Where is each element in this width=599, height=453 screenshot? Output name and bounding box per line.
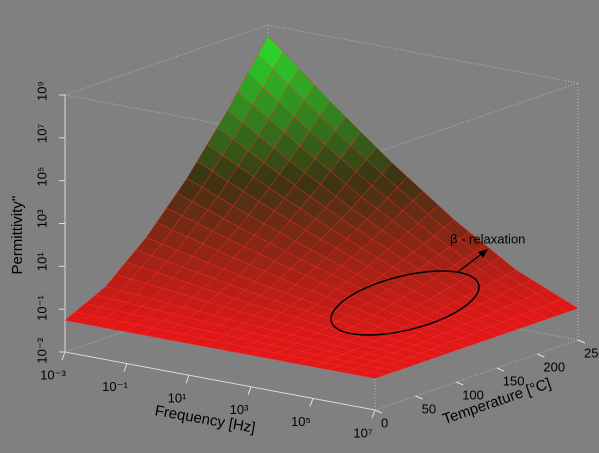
x-tick-label: 10⁷ [353, 425, 372, 440]
y-tick [456, 381, 464, 386]
annotation: β - relaxation [450, 231, 525, 246]
z-tick-label: 10³ [34, 209, 49, 228]
surface-patch [358, 371, 387, 379]
annotation-arrow [457, 251, 485, 273]
x-tick-label: 10³ [230, 402, 249, 417]
y-tick [496, 367, 504, 372]
z-tick-label: 10⁻¹ [34, 295, 49, 321]
x-tick-label: 10¹ [168, 391, 187, 406]
z-tick-label: 10⁷ [34, 124, 49, 143]
y-tick-label: 0 [381, 415, 388, 430]
x-tick [309, 398, 314, 407]
ticks: 10⁻³ 10⁻¹ 10¹ 10³ 10⁵ 10⁷ 10⁹ 10⁻³ 10⁻¹ 10¹ 10³ 10⁵… [34, 81, 599, 440]
x-tick [61, 351, 66, 361]
z-tick-label: 10⁵ [34, 167, 49, 187]
y-tick [374, 409, 383, 414]
x-tick [185, 375, 190, 384]
box-edge [64, 24, 269, 96]
y-tick-label: 150 [503, 373, 525, 388]
surface [64, 35, 579, 379]
annotation-ellipse [330, 270, 480, 336]
y-tick-label: 50 [422, 401, 436, 416]
box-edge [64, 351, 376, 411]
y-tick [415, 395, 423, 400]
x-tick [123, 363, 128, 372]
z-tick-label: 10⁻³ [34, 337, 49, 363]
box-edge [374, 82, 579, 154]
z-axis-label: Permittivity'' [9, 195, 26, 274]
x-tick-label: 10⁵ [291, 414, 311, 429]
y-tick-label: 250 [584, 345, 599, 360]
x-tick [247, 386, 252, 395]
y-tick [537, 353, 545, 358]
y-tick [577, 339, 586, 344]
y-tick-label: 200 [543, 359, 565, 374]
x-tick [371, 409, 376, 419]
z-tick-label: 10⁹ [34, 81, 49, 101]
x-tick-label: 10⁻³ [40, 367, 66, 382]
x-tick-label: 10⁻¹ [102, 379, 128, 394]
box-edge [267, 24, 579, 84]
z-tick-label: 10¹ [34, 252, 49, 271]
arrow-head [478, 249, 488, 258]
y-tick-label: 100 [462, 387, 484, 402]
